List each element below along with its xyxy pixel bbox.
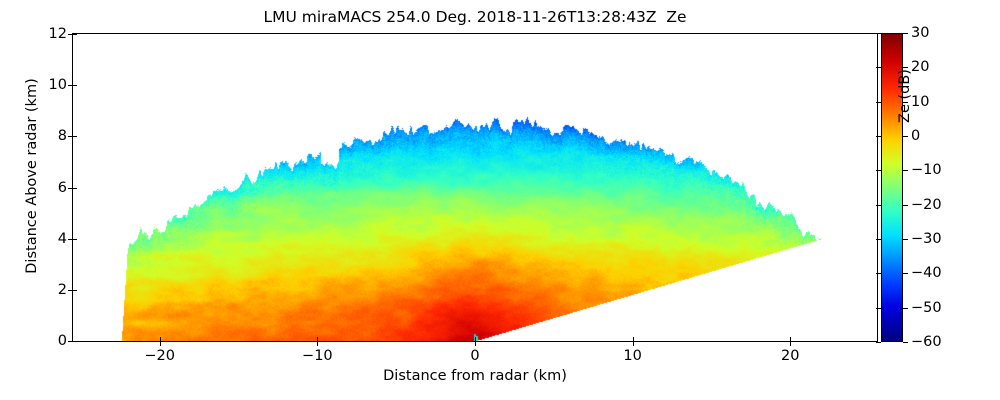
x-tick-mark-inner	[475, 337, 476, 341]
colorbar-tick-mark	[903, 204, 908, 206]
colorbar-tick-label: −40	[911, 265, 942, 282]
colorbar-tick-mark	[903, 239, 908, 240]
y-tick-mark	[68, 187, 73, 189]
colorbar-tick-mark	[903, 307, 908, 309]
x-tick-mark-inner	[632, 337, 634, 341]
x-axis-label: Distance from radar (km)	[383, 368, 567, 384]
x-tick-mark	[790, 341, 792, 346]
y-tick-label: 0	[57, 333, 67, 349]
y-tick-mark-inner	[73, 34, 77, 35]
colorbar-tick-mark	[903, 101, 908, 103]
y-tick-mark-inner	[73, 136, 77, 138]
y-tick-mark	[68, 238, 73, 240]
x-tick-mark	[159, 341, 161, 346]
colorbar-label: Ze (dB)	[897, 69, 913, 123]
y-tick-mark	[68, 85, 73, 87]
y-tick-mark	[68, 341, 73, 342]
colorbar-tick-mark	[903, 33, 908, 34]
x-tick-mark	[475, 341, 476, 346]
colorbar: −60 −50 −40 −30 −20 −10 0 10 20 30	[876, 25, 942, 350]
colorbar-tick-mark-left	[876, 239, 881, 240]
colorbar-tick-mark-left	[876, 342, 881, 343]
y-tick-mark	[68, 34, 73, 35]
colorbar-tick-label: −60	[911, 334, 942, 350]
y-tick-label: 4	[57, 230, 67, 247]
y-tick-label: 2	[57, 281, 67, 298]
x-tick-mark	[317, 341, 319, 346]
plot-axes: 0 2 4 6 8 10 12 −20 −10 0 10 20	[49, 26, 878, 364]
x-tick-mark-inner	[790, 337, 792, 341]
colorbar-tick-mark-left	[876, 33, 881, 34]
colorbar-tick-label: −20	[911, 196, 942, 213]
radar-reflectivity-heatmap	[73, 34, 877, 341]
colorbar-tick-mark-left	[876, 101, 881, 103]
y-tick-label: 8	[57, 128, 67, 145]
colorbar-tick-mark-left	[876, 307, 881, 309]
colorbar-tick-mark-left	[876, 204, 881, 206]
colorbar-tick-mark-left	[876, 273, 881, 275]
x-tick-mark-inner	[159, 337, 161, 341]
colorbar-tick-mark	[903, 273, 908, 275]
x-tick-mark-inner	[317, 337, 319, 341]
y-tick-mark-inner	[73, 85, 77, 87]
page-title: LMU miraMACS 254.0 Deg. 2018-11-26T13:28…	[263, 8, 687, 26]
y-axis-label: Distance Above radar (km)	[24, 78, 40, 274]
x-tick-mark	[632, 341, 634, 346]
colorbar-tick-label: −50	[911, 299, 942, 316]
colorbar-tick-mark	[903, 136, 908, 137]
y-tick-mark-inner	[73, 341, 77, 342]
y-tick-mark-inner	[73, 187, 77, 189]
colorbar-tick-label: 0	[911, 128, 921, 144]
x-tick-label: −10	[302, 348, 333, 364]
y-tick-mark	[68, 289, 73, 291]
x-tick-label: 20	[781, 348, 800, 364]
y-tick-label: 12	[48, 26, 67, 42]
colorbar-tick-label: 10	[911, 93, 930, 110]
y-tick-label: 6	[57, 179, 67, 196]
colorbar-tick-mark	[903, 170, 908, 172]
colorbar-tick-label: −30	[911, 231, 942, 247]
x-tick-label: 0	[470, 348, 480, 364]
colorbar-tick-label: −10	[911, 162, 942, 179]
colorbar-tick-label: 20	[911, 59, 930, 76]
y-tick-mark	[68, 136, 73, 138]
colorbar-tick-mark-left	[876, 170, 881, 172]
colorbar-gradient	[881, 33, 903, 342]
x-tick-label: 10	[623, 348, 642, 364]
colorbar-tick-mark	[903, 67, 908, 69]
y-tick-label: 10	[48, 77, 67, 94]
y-tick-mark-inner	[73, 289, 77, 291]
colorbar-tick-mark-left	[876, 136, 881, 137]
y-tick-mark-inner	[73, 238, 77, 240]
x-tick-label: −20	[144, 348, 176, 364]
colorbar-tick-mark	[903, 342, 908, 343]
colorbar-tick-mark-left	[876, 67, 881, 69]
colorbar-tick-label: 30	[911, 25, 930, 41]
